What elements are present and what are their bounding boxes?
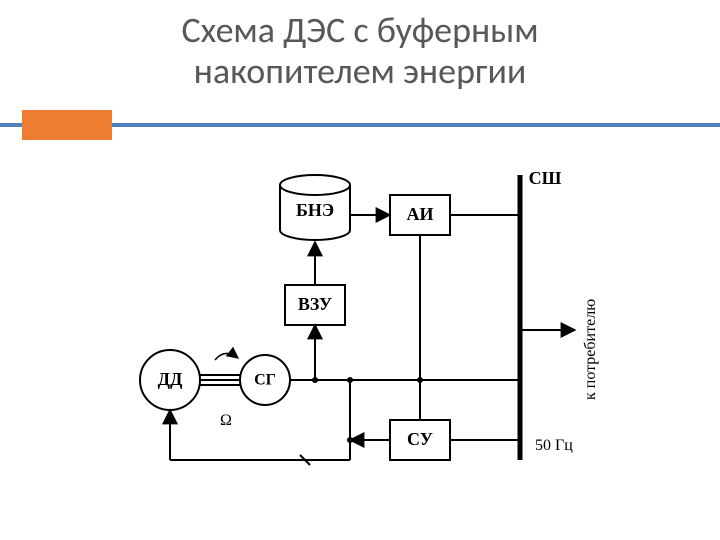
node-ai: АИ (390, 195, 450, 235)
diagram: СШ к потребителю 50 Гц БНЭ АИ (100, 150, 660, 520)
slide-title: Схема ДЭС с буферным накопителем энергии (0, 10, 720, 93)
node-bne: БНЭ (280, 175, 350, 240)
title-line2: накопителем энергии (194, 49, 527, 93)
su-label: СУ (407, 429, 433, 449)
rule-accent (22, 110, 112, 140)
su-fb-junction (347, 437, 353, 443)
node-vzu: ВЗУ (285, 285, 345, 325)
bne-label: БНЭ (296, 200, 334, 220)
shaft (200, 375, 240, 385)
bus-label: СШ (529, 168, 562, 188)
rotation-curl (215, 353, 238, 360)
sg-label: СГ (254, 372, 276, 389)
vzu-label: ВЗУ (298, 294, 332, 314)
ai-su-junction (417, 377, 423, 383)
node-sg: СГ (240, 355, 290, 405)
title-line1: Схема ДЭС с буферным (181, 8, 538, 52)
dd-label: ДД (158, 369, 183, 389)
slide: Схема ДЭС с буферным накопителем энергии… (0, 0, 720, 540)
load-label: к потребителю (582, 299, 599, 400)
node-su: СУ (390, 420, 450, 460)
fb-junction (347, 377, 353, 383)
diagram-svg: СШ к потребителю 50 Гц БНЭ АИ (100, 150, 660, 520)
omega-label: Ω (220, 412, 232, 429)
freq-label: 50 Гц (535, 437, 573, 454)
ai-label: АИ (407, 204, 434, 224)
header-rule (0, 110, 720, 140)
node-dd: ДД (140, 350, 200, 410)
